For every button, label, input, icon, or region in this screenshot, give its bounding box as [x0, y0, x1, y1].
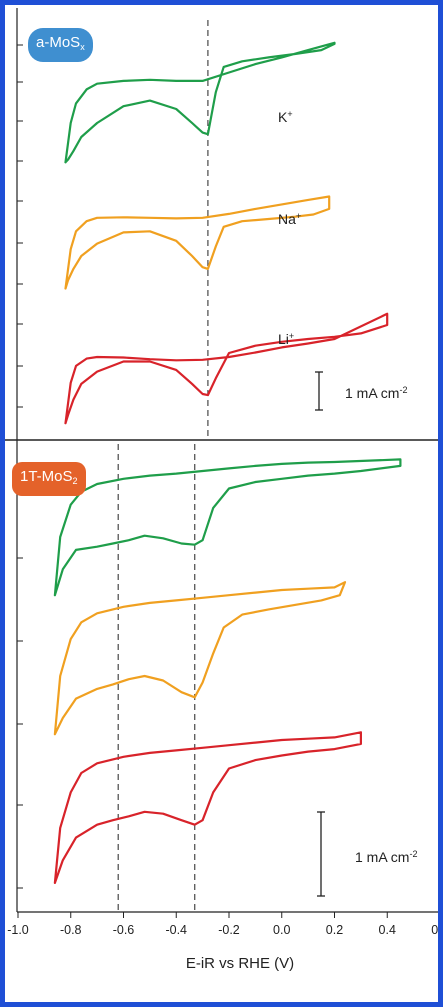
panel-label-1t-mos2-main: 1T-MoS: [20, 468, 73, 485]
panel-label-a-mosx: a-MoSx: [28, 28, 93, 62]
label-na-plus: Na+: [278, 211, 301, 227]
x-axis-title: E-iR vs RHE (V): [186, 955, 294, 972]
label-k-plus: K+: [278, 109, 293, 125]
x-tick-label-2: -0.6: [113, 923, 135, 937]
panel-label-a-mosx-sub: x: [80, 42, 85, 52]
label-li-plus: Li+: [278, 331, 294, 347]
series-line-1t-mos2-Na-plus: [53, 581, 347, 736]
x-tick-label-5: 0.0: [273, 923, 290, 937]
x-tick-label-0: -1.0: [7, 923, 29, 937]
panel-label-a-mosx-main: a-MoS: [36, 34, 81, 51]
scale-bar-top-label: 1 mA cm-2: [345, 385, 407, 401]
series-line-a-mosx-Li-plus: [64, 312, 389, 425]
series-line-1t-mos2-Li-plus: [53, 731, 362, 884]
scale-bar-bottom-label: 1 mA cm-2: [355, 849, 417, 865]
x-tick-label-7: 0.4: [379, 923, 396, 937]
series-line-a-mosx-K-plus: [64, 41, 336, 164]
x-tick-label-8: 0.6: [431, 923, 443, 937]
panel-label-1t-mos2: 1T-MoS2: [12, 462, 86, 496]
panel-label-1t-mos2-sub: 2: [72, 476, 78, 486]
x-tick-label-3: -0.4: [165, 923, 187, 937]
x-tick-label-4: -0.2: [218, 923, 240, 937]
series-line-a-mosx-Na-plus: [64, 195, 331, 290]
x-tick-label-6: 0.2: [326, 923, 343, 937]
series-line-1t-mos2-K-plus: [53, 458, 402, 597]
x-tick-label-1: -0.8: [60, 923, 82, 937]
